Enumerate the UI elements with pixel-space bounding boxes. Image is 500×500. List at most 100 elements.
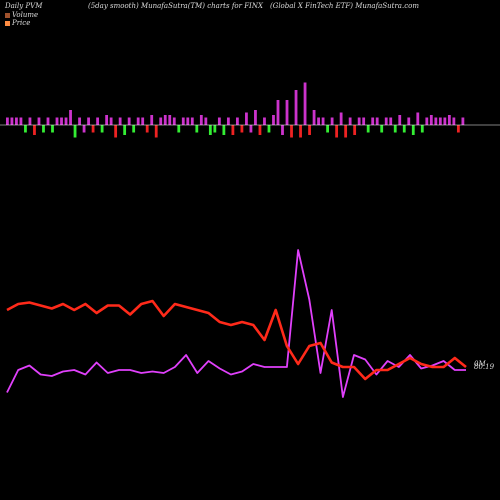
volume-bar bbox=[362, 117, 366, 125]
volume-bar bbox=[330, 117, 334, 125]
volume-value-label: 0M bbox=[474, 360, 486, 368]
volume-bar bbox=[15, 117, 18, 125]
volume-bar bbox=[105, 115, 109, 125]
volume-bar bbox=[168, 115, 172, 125]
price-line bbox=[6, 299, 467, 381]
volume-bar bbox=[159, 117, 163, 125]
header-left: Daily PVM bbox=[5, 2, 43, 10]
volume-bar bbox=[452, 117, 456, 125]
legend-volume-swatch bbox=[5, 12, 10, 18]
legend-price-swatch bbox=[5, 20, 10, 26]
volume-bar bbox=[109, 117, 113, 125]
volume-bar bbox=[380, 125, 384, 133]
volume-bar bbox=[181, 117, 185, 125]
volume-bar bbox=[55, 117, 59, 125]
volume-bar bbox=[217, 117, 221, 125]
volume-line bbox=[6, 249, 466, 398]
volume-bar bbox=[6, 117, 9, 125]
volume-bar bbox=[303, 82, 307, 125]
legend-price-label: Price bbox=[12, 19, 31, 27]
volume-bar bbox=[393, 125, 397, 133]
volume-bar bbox=[281, 125, 284, 135]
header-right: (Global X FinTech ETF) MunafaSutra.com bbox=[270, 2, 419, 10]
volume-bar bbox=[344, 125, 348, 138]
volume-bar bbox=[150, 115, 154, 125]
volume-bar bbox=[429, 115, 433, 125]
legend-volume: Volume bbox=[5, 11, 38, 19]
volume-bars bbox=[6, 82, 465, 138]
volume-bar bbox=[461, 117, 465, 125]
volume-bar bbox=[222, 125, 226, 135]
volume-bar bbox=[132, 125, 136, 133]
volume-bar bbox=[96, 117, 99, 125]
volume-bar bbox=[10, 117, 14, 125]
volume-bar bbox=[60, 117, 63, 125]
volume-bar bbox=[172, 117, 176, 125]
volume-bar bbox=[357, 117, 361, 125]
volume-bar bbox=[371, 117, 375, 125]
volume-bar bbox=[294, 90, 298, 125]
volume-bar bbox=[348, 117, 352, 125]
volume-bar bbox=[299, 125, 302, 138]
volume-bar bbox=[226, 117, 230, 125]
volume-bar bbox=[69, 110, 72, 125]
volume-bar bbox=[267, 125, 271, 133]
volume-bar bbox=[321, 117, 325, 125]
volume-bar bbox=[154, 125, 158, 138]
volume-bar bbox=[407, 117, 411, 125]
volume-bar bbox=[51, 125, 54, 133]
volume-bar bbox=[375, 117, 379, 125]
volume-bar bbox=[100, 125, 104, 133]
volume-bar bbox=[73, 125, 77, 138]
volume-bar bbox=[123, 125, 127, 135]
volume-bar bbox=[82, 125, 86, 133]
legend-price: Price bbox=[5, 19, 30, 27]
volume-bar bbox=[290, 125, 293, 138]
volume-bar bbox=[28, 117, 32, 125]
volume-bar bbox=[141, 117, 145, 125]
volume-bar bbox=[204, 117, 208, 125]
volume-bar bbox=[353, 125, 357, 135]
volume-bar bbox=[236, 117, 239, 125]
volume-bar bbox=[317, 117, 320, 125]
volume-bar bbox=[326, 125, 329, 133]
volume-bar bbox=[285, 100, 289, 125]
volume-bar bbox=[245, 112, 248, 125]
volume-bar bbox=[19, 117, 23, 125]
volume-bar bbox=[447, 115, 451, 125]
volume-bar bbox=[208, 125, 212, 135]
volume-bar bbox=[177, 125, 181, 133]
volume-bar bbox=[190, 117, 194, 125]
header-center: (5day smooth) MunafaSutra(TM) charts for… bbox=[88, 2, 263, 10]
volume-bar bbox=[308, 125, 311, 135]
volume-bar bbox=[127, 117, 131, 125]
volume-bar bbox=[24, 125, 27, 133]
volume-bar bbox=[263, 117, 266, 125]
volume-bar bbox=[434, 117, 438, 125]
series-lines bbox=[6, 249, 467, 398]
volume-bar bbox=[145, 125, 149, 133]
volume-bar bbox=[240, 125, 244, 133]
volume-bar bbox=[249, 125, 253, 133]
volume-bar bbox=[389, 117, 393, 125]
price-value-label: 80.19 bbox=[474, 363, 495, 371]
volume-bar bbox=[114, 125, 118, 138]
volume-bar bbox=[213, 125, 217, 133]
volume-bar bbox=[384, 117, 388, 125]
volume-bar bbox=[231, 125, 235, 135]
volume-bar bbox=[335, 125, 339, 138]
volume-bar bbox=[37, 117, 41, 125]
volume-bar bbox=[163, 115, 167, 125]
volume-bar bbox=[312, 110, 316, 125]
volume-bar bbox=[136, 117, 140, 125]
volume-bar bbox=[276, 100, 280, 125]
volume-bar bbox=[456, 125, 460, 133]
volume-bar bbox=[402, 125, 406, 133]
volume-bar bbox=[91, 125, 95, 133]
volume-bar bbox=[254, 110, 257, 125]
volume-bar bbox=[411, 125, 415, 135]
volume-bar bbox=[199, 115, 203, 125]
volume-bar bbox=[366, 125, 370, 133]
volume-bar bbox=[195, 125, 199, 133]
